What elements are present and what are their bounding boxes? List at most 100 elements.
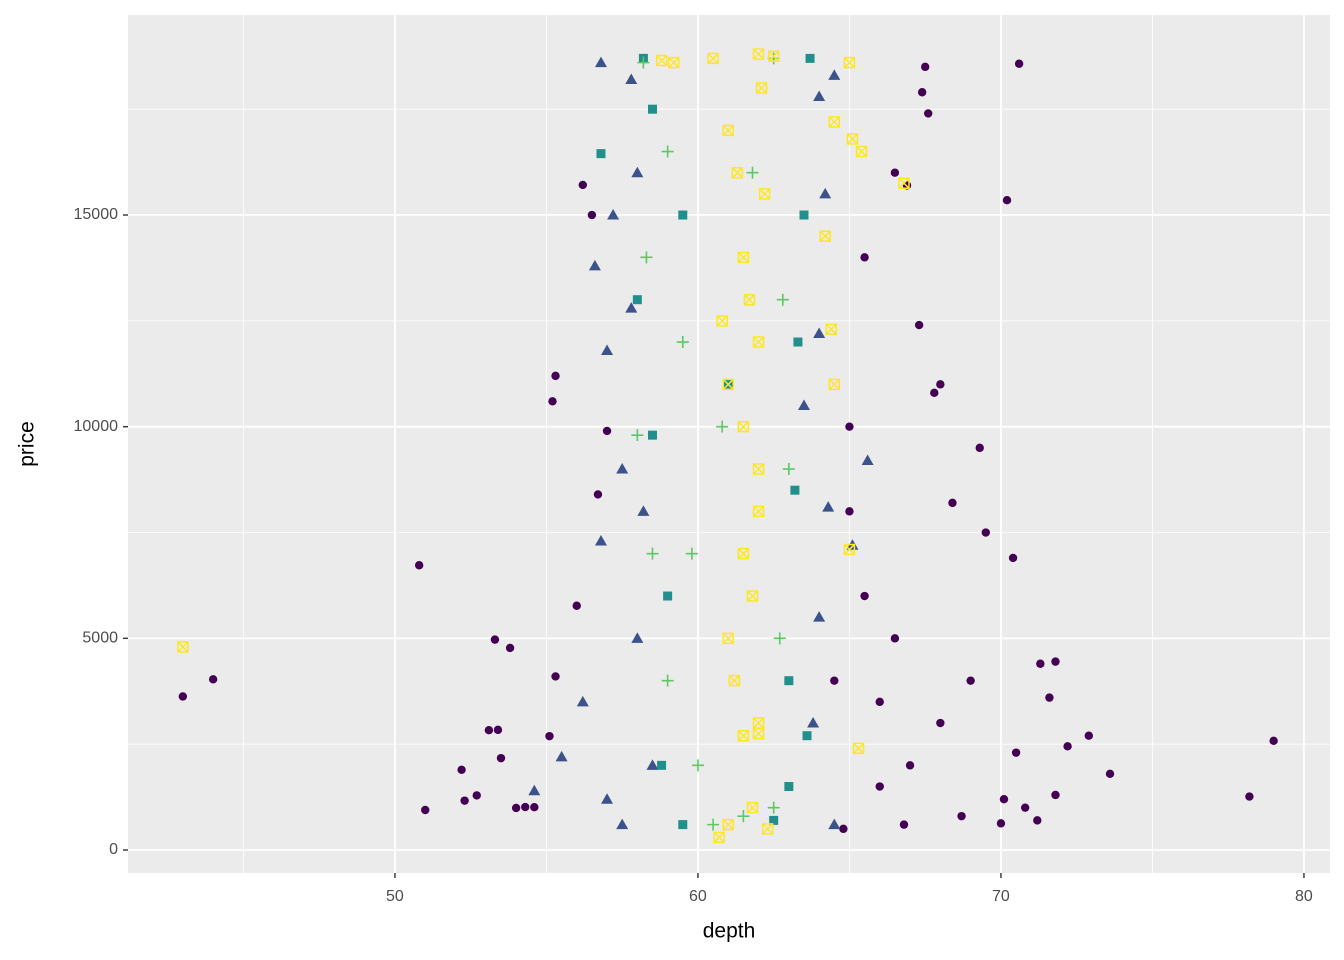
point	[914, 320, 924, 330]
point	[208, 675, 218, 684]
point	[655, 54, 668, 67]
point	[637, 56, 650, 69]
point	[793, 337, 803, 347]
point	[661, 674, 674, 687]
point	[773, 632, 786, 645]
point	[1051, 790, 1060, 800]
point	[545, 731, 554, 741]
point	[875, 697, 884, 707]
point	[676, 336, 689, 349]
point	[511, 803, 521, 813]
point	[707, 818, 720, 831]
point	[1014, 59, 1024, 68]
point	[607, 209, 620, 220]
point	[722, 818, 734, 831]
point	[1051, 657, 1060, 666]
point	[663, 591, 673, 601]
series	[178, 59, 1278, 834]
point	[484, 726, 494, 735]
point	[1011, 748, 1021, 757]
point	[691, 759, 704, 772]
point	[782, 463, 795, 476]
point	[493, 725, 503, 735]
point	[707, 52, 719, 65]
point	[678, 820, 688, 830]
point	[625, 302, 638, 313]
point	[846, 133, 859, 145]
point	[861, 454, 874, 466]
point	[572, 601, 581, 610]
point	[752, 463, 765, 475]
y-axis-title: price	[16, 421, 39, 467]
point	[860, 253, 869, 262]
point	[784, 782, 794, 792]
point	[490, 635, 500, 644]
x-tick-label: 80	[1295, 888, 1313, 905]
point	[767, 52, 780, 65]
point	[178, 692, 188, 701]
point	[999, 795, 1009, 804]
point	[767, 50, 780, 63]
point	[460, 796, 469, 805]
point	[845, 422, 854, 431]
point	[737, 251, 750, 264]
point	[920, 62, 930, 72]
point	[1245, 792, 1254, 801]
point	[966, 676, 975, 685]
point	[472, 791, 481, 800]
point	[632, 295, 642, 305]
point	[830, 676, 839, 685]
point	[975, 443, 984, 453]
point	[752, 48, 765, 60]
point	[601, 344, 614, 355]
point	[722, 378, 734, 391]
point	[755, 82, 768, 94]
point	[828, 818, 841, 830]
point	[860, 591, 869, 601]
point	[761, 823, 774, 835]
point	[551, 672, 560, 681]
point	[996, 819, 1006, 828]
point	[813, 611, 826, 622]
y-tick-label: 5000	[82, 630, 118, 647]
point	[551, 371, 560, 381]
point	[505, 643, 515, 653]
point	[905, 761, 915, 770]
point	[746, 801, 759, 814]
point	[616, 818, 629, 830]
point	[588, 259, 601, 271]
point	[716, 420, 729, 433]
point	[678, 210, 688, 220]
y-tick-label: 0	[109, 841, 118, 858]
point	[819, 230, 831, 242]
point	[890, 634, 900, 643]
point	[631, 166, 644, 178]
point	[578, 180, 588, 190]
point	[1045, 693, 1054, 702]
point	[601, 793, 614, 804]
x-tick-label: 70	[992, 888, 1010, 905]
point	[855, 145, 868, 158]
point	[752, 717, 765, 729]
point	[647, 104, 657, 114]
point	[790, 485, 800, 495]
point	[767, 801, 780, 814]
point	[825, 323, 838, 336]
point	[930, 388, 939, 398]
point	[576, 695, 589, 707]
point	[625, 73, 638, 85]
point	[758, 188, 771, 200]
point	[616, 463, 629, 474]
point	[667, 56, 680, 69]
point	[528, 784, 541, 796]
point	[875, 782, 884, 791]
point	[890, 168, 900, 177]
point	[716, 315, 728, 327]
point	[631, 632, 644, 643]
point	[421, 805, 430, 815]
point	[657, 760, 667, 770]
point	[587, 210, 597, 220]
point	[1033, 816, 1042, 825]
point	[852, 742, 865, 755]
point	[555, 750, 568, 762]
